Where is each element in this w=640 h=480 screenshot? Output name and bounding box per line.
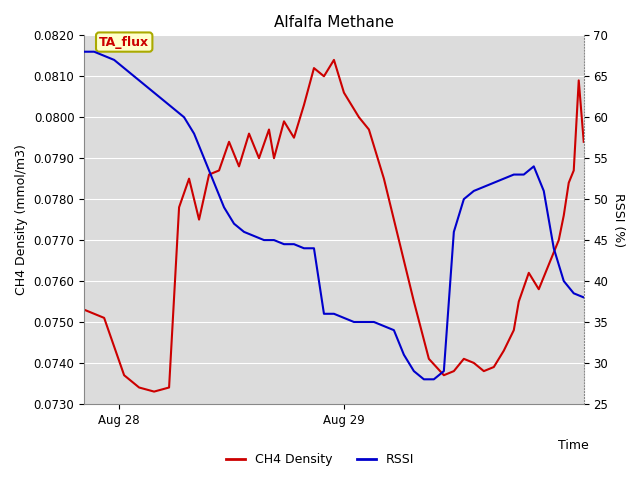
Text: Time: Time xyxy=(558,439,589,452)
Y-axis label: CH4 Density (mmol/m3): CH4 Density (mmol/m3) xyxy=(15,144,28,295)
Y-axis label: RSSI (%): RSSI (%) xyxy=(612,192,625,247)
Title: Alfalfa Methane: Alfalfa Methane xyxy=(274,15,394,30)
Legend: CH4 Density, RSSI: CH4 Density, RSSI xyxy=(221,448,419,471)
Text: TA_flux: TA_flux xyxy=(99,36,149,48)
